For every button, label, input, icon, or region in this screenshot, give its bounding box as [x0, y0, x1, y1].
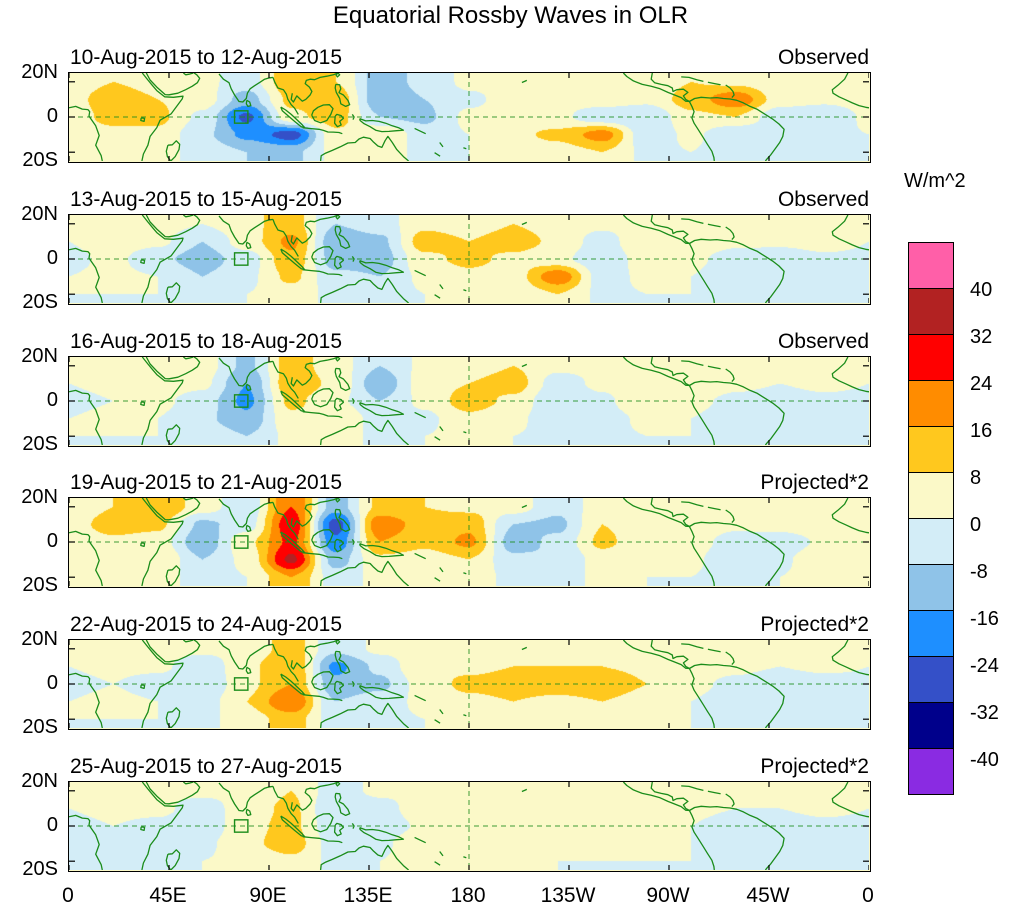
panel-type-label: Observed [777, 330, 869, 353]
panel-date-range: 10-Aug-2015 to 12-Aug-2015 [70, 46, 343, 69]
panel-6: 25-Aug-2015 to 27-Aug-2015 Projected*2 2… [0, 755, 1021, 880]
y-tick-label-20s: 20S [22, 858, 58, 880]
map-panel [68, 639, 871, 730]
y-tick-label-20n: 20N [21, 61, 58, 83]
colorbar-tick-label: 40 [970, 279, 993, 301]
map-panel [68, 497, 871, 588]
map-panel [68, 781, 871, 872]
panel-5: 22-Aug-2015 to 24-Aug-2015 Projected*2 2… [0, 613, 1021, 738]
panel-date-range: 25-Aug-2015 to 27-Aug-2015 [70, 755, 343, 778]
panel-2: 13-Aug-2015 to 15-Aug-2015 Observed 20N … [0, 188, 1021, 313]
x-tick-label: 0 [62, 884, 74, 907]
x-axis: 0 45E 90E 135E 180 135W 90W 45W 0 [0, 884, 1021, 912]
y-tick-label-20s: 20S [22, 149, 58, 171]
colorbar-swatch [908, 334, 954, 381]
colorbar-tick-label: 16 [970, 420, 993, 442]
x-tick-label: 90E [249, 884, 287, 907]
x-tick-label: 90W [646, 884, 690, 907]
panel-date-range: 13-Aug-2015 to 15-Aug-2015 [70, 188, 343, 211]
colorbar-tick-label: 0 [970, 514, 982, 536]
colorbar-swatch [908, 472, 954, 519]
y-tick-label-20s: 20S [22, 574, 58, 596]
coastline-overlay [69, 782, 869, 870]
colorbar-tick-label: 24 [970, 373, 993, 395]
coastline-overlay [69, 73, 869, 161]
y-tick-label-20n: 20N [21, 770, 58, 792]
panel-type-label: Projected*2 [760, 471, 869, 494]
colorbar-swatch [908, 518, 954, 565]
y-tick-label-0: 0 [46, 530, 58, 552]
panel-type-label: Observed [777, 46, 869, 69]
panel-4: 19-Aug-2015 to 21-Aug-2015 Projected*2 2… [0, 471, 1021, 596]
colorbar-tick-label: -16 [970, 608, 999, 630]
colorbar-units-label: W/m^2 [904, 170, 966, 192]
coastline-overlay [69, 498, 869, 586]
colorbar-swatch [908, 702, 954, 749]
panel-date-range: 19-Aug-2015 to 21-Aug-2015 [70, 471, 343, 494]
colorbar-swatch [908, 426, 954, 473]
map-panel [68, 72, 871, 163]
panel-date-range: 22-Aug-2015 to 24-Aug-2015 [70, 613, 343, 636]
coastline-overlay [69, 357, 869, 445]
map-panel [68, 356, 871, 447]
y-tick-label-0: 0 [46, 814, 58, 836]
y-tick-label-20n: 20N [21, 203, 58, 225]
x-tick-label: 45W [746, 884, 790, 907]
y-tick-label-0: 0 [46, 105, 58, 127]
x-tick-label: 0 [862, 884, 874, 907]
colorbar-swatch [908, 288, 954, 335]
panel-type-label: Observed [777, 188, 869, 211]
x-tick-label: 135W [540, 884, 596, 907]
panel-type-label: Projected*2 [760, 755, 869, 778]
y-tick-label-20s: 20S [22, 716, 58, 738]
colorbar-tick-label: -40 [970, 749, 999, 771]
x-tick-label: 135E [343, 884, 393, 907]
colorbar-tick-label: -8 [970, 561, 988, 583]
colorbar-swatch [908, 748, 954, 795]
y-tick-label-0: 0 [46, 247, 58, 269]
coastline-overlay [69, 215, 869, 303]
figure-title: Equatorial Rossby Waves in OLR [332, 2, 689, 29]
colorbar-tick-label: -24 [970, 655, 999, 677]
colorbar-tick-label: 8 [970, 467, 982, 489]
x-tick-label: 45E [149, 884, 187, 907]
colorbar-swatch [908, 380, 954, 427]
y-tick-label-20n: 20N [21, 345, 58, 367]
colorbar [908, 242, 954, 795]
coastline-overlay [69, 640, 869, 728]
colorbar-tick-label: 32 [970, 326, 993, 348]
colorbar-swatch [908, 564, 954, 611]
colorbar-swatch [908, 656, 954, 703]
x-tick-label: 180 [450, 884, 486, 907]
y-tick-label-0: 0 [46, 672, 58, 694]
panel-1: 10-Aug-2015 to 12-Aug-2015 Observed 20N … [0, 46, 1021, 171]
map-panel [68, 214, 871, 305]
panel-3-header: 16-Aug-2015 to 18-Aug-2015 Observed [68, 330, 871, 356]
panel-3: 16-Aug-2015 to 18-Aug-2015 Observed 20N … [0, 330, 1021, 455]
y-tick-label-20s: 20S [22, 291, 58, 313]
panel-type-label: Projected*2 [760, 613, 869, 636]
y-tick-label-0: 0 [46, 389, 58, 411]
panel-5-header: 22-Aug-2015 to 24-Aug-2015 Projected*2 [68, 613, 871, 639]
y-tick-label-20n: 20N [21, 628, 58, 650]
panel-2-header: 13-Aug-2015 to 15-Aug-2015 Observed [68, 188, 871, 214]
colorbar-swatch [908, 242, 954, 289]
y-tick-label-20s: 20S [22, 433, 58, 455]
panel-4-header: 19-Aug-2015 to 21-Aug-2015 Projected*2 [68, 471, 871, 497]
colorbar-tick-label: -32 [970, 702, 999, 724]
panel-1-header: 10-Aug-2015 to 12-Aug-2015 Observed [68, 46, 871, 72]
panel-date-range: 16-Aug-2015 to 18-Aug-2015 [70, 330, 343, 353]
colorbar-swatch [908, 610, 954, 657]
y-tick-label-20n: 20N [21, 486, 58, 508]
panel-6-header: 25-Aug-2015 to 27-Aug-2015 Projected*2 [68, 755, 871, 781]
